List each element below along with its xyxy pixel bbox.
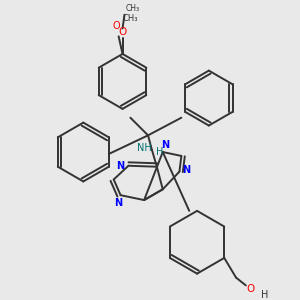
Text: O: O [113, 22, 121, 32]
Text: O: O [118, 27, 127, 38]
Text: H: H [261, 290, 268, 300]
Text: CH₃: CH₃ [125, 4, 140, 13]
Text: NH: NH [137, 143, 152, 153]
Text: CH₃: CH₃ [123, 14, 138, 23]
Text: N: N [182, 165, 190, 175]
Text: N: N [160, 140, 169, 150]
Text: O: O [247, 284, 255, 294]
Text: N: N [116, 161, 124, 171]
Text: N: N [115, 198, 123, 208]
Text: H: H [156, 147, 164, 157]
